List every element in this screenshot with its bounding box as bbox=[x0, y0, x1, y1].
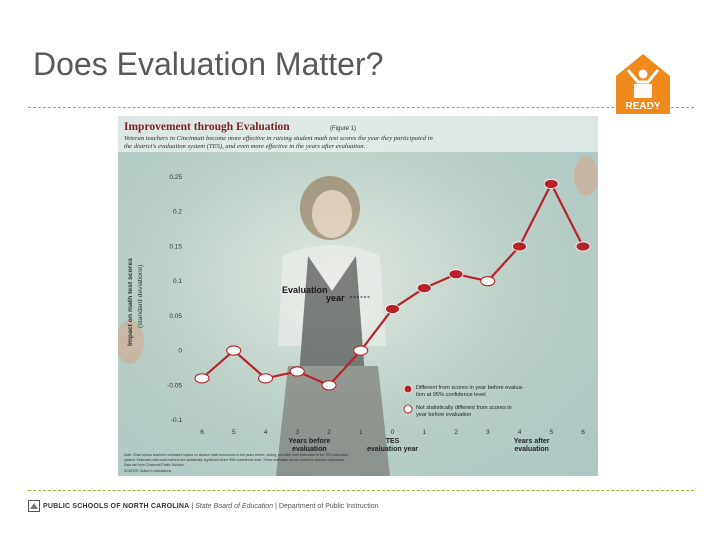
x-group-label-line2: evaluation bbox=[292, 446, 327, 453]
y-axis-label-line1: Impact on math test scores bbox=[127, 258, 134, 346]
x-tick-label: 4 bbox=[518, 429, 522, 436]
x-tick-label: 5 bbox=[549, 429, 553, 436]
chart-title: Improvement through Evaluation bbox=[124, 121, 290, 133]
data-point-significant bbox=[448, 269, 464, 280]
logo-text: READY bbox=[625, 101, 660, 112]
legend-nonsignificant-line2: year before evaluation bbox=[416, 412, 471, 418]
chart-note-line1: Note: Chart shows teachers' estimated im… bbox=[124, 453, 348, 457]
footer-separator: | bbox=[191, 502, 194, 510]
chart-figure: Improvement through Evaluation (Figure 1… bbox=[118, 116, 598, 476]
data-point-nonsignificant bbox=[289, 366, 305, 377]
y-tick-label: 0.1 bbox=[173, 278, 182, 285]
data-point-nonsignificant bbox=[257, 373, 274, 384]
x-group-label-line1: Years before bbox=[288, 438, 330, 445]
annotation-line2: year bbox=[326, 293, 345, 303]
y-tick-label: -0.1 bbox=[171, 417, 183, 424]
line-chart: Improvement through Evaluation (Figure 1… bbox=[118, 116, 598, 476]
slide-title: Does Evaluation Matter? bbox=[33, 46, 384, 82]
data-point-significant bbox=[385, 303, 400, 314]
student-hand-left bbox=[118, 320, 144, 364]
footer-divider bbox=[28, 490, 694, 491]
y-tick-label: 0.2 bbox=[173, 209, 182, 216]
x-group-label-line2: evaluation year bbox=[367, 446, 418, 453]
chart-subtitle-line1: Veteran teachers in Cincinnati become mo… bbox=[124, 135, 434, 142]
logo-door bbox=[634, 84, 652, 98]
y-tick-label: 0 bbox=[178, 348, 182, 355]
y-tick-label: 0.15 bbox=[169, 243, 182, 250]
data-point-nonsignificant bbox=[480, 275, 496, 287]
y-tick-label: -0.05 bbox=[167, 382, 182, 389]
logo-figure-arms bbox=[626, 69, 660, 84]
chart-note-line3: Data are from Cincinnati Public Schools. bbox=[124, 463, 185, 467]
legend-significant-line2: tion at 95% confidence level bbox=[416, 392, 486, 398]
teacher-skirt bbox=[276, 366, 390, 476]
x-group-label-line1: Years after bbox=[514, 438, 550, 445]
data-point-nonsignificant bbox=[226, 345, 242, 356]
footer: PUBLIC SCHOOLS OF NORTH CAROLINA | State… bbox=[28, 498, 379, 514]
footer-org: PUBLIC SCHOOLS OF NORTH CAROLINA bbox=[43, 502, 190, 510]
teacher-photo bbox=[118, 156, 598, 476]
x-group-label-line1: TES bbox=[386, 438, 400, 445]
y-tick-label: 0.25 bbox=[169, 174, 182, 181]
x-tick-label: 6 bbox=[200, 429, 204, 436]
x-tick-label: 2 bbox=[454, 429, 458, 436]
teacher-face bbox=[312, 190, 352, 238]
x-tick-label: 3 bbox=[295, 429, 299, 436]
data-point-significant bbox=[575, 241, 591, 252]
chart-subtitle-line2: the district's evaluation system (TES), … bbox=[124, 143, 366, 150]
x-tick-label: 3 bbox=[486, 429, 490, 436]
state-seal-icon bbox=[28, 500, 40, 512]
data-point-significant bbox=[512, 241, 527, 252]
x-group-label-line2: evaluation bbox=[514, 446, 549, 453]
figure-label: (Figure 1) bbox=[330, 126, 356, 132]
data-point-nonsignificant bbox=[321, 380, 337, 391]
footer-board: State Board of Education bbox=[195, 502, 274, 510]
x-tick-label: 4 bbox=[264, 429, 268, 436]
x-tick-label: 6 bbox=[581, 429, 585, 436]
chart-note-line2: system. Estimates with solid markers are… bbox=[124, 458, 345, 462]
legend-marker-nonsignificant bbox=[403, 404, 413, 414]
chart-source: SOURCE: Author's calculations bbox=[124, 469, 171, 473]
legend-marker-significant bbox=[403, 384, 413, 394]
x-tick-label: 1 bbox=[359, 429, 363, 436]
y-tick-label: 0.05 bbox=[169, 313, 182, 320]
legend-significant-line1: Different from scores in year before eva… bbox=[416, 385, 524, 391]
legend-nonsignificant-line1: Not statistically different from scores … bbox=[416, 405, 512, 411]
x-tick-label: 5 bbox=[232, 429, 236, 436]
ready-logo: READY bbox=[616, 54, 670, 114]
annotation-line1: Evaluation bbox=[282, 285, 328, 295]
student-hand-right bbox=[574, 156, 598, 196]
logo-figure-head bbox=[638, 69, 648, 79]
x-tick-label: 1 bbox=[422, 429, 426, 436]
data-point-significant bbox=[543, 178, 559, 189]
x-tick-label: 0 bbox=[391, 429, 395, 436]
y-axis-label-line2: (standard deviations) bbox=[137, 265, 144, 328]
data-point-significant bbox=[416, 283, 432, 294]
header-band bbox=[118, 116, 598, 152]
footer-dept: Department of Public Instruction bbox=[278, 502, 379, 510]
data-point-nonsignificant bbox=[194, 373, 210, 384]
data-point-nonsignificant bbox=[353, 345, 369, 356]
footer-separator: | bbox=[275, 502, 277, 510]
x-tick-label: 2 bbox=[327, 429, 331, 436]
title-divider bbox=[28, 107, 694, 108]
